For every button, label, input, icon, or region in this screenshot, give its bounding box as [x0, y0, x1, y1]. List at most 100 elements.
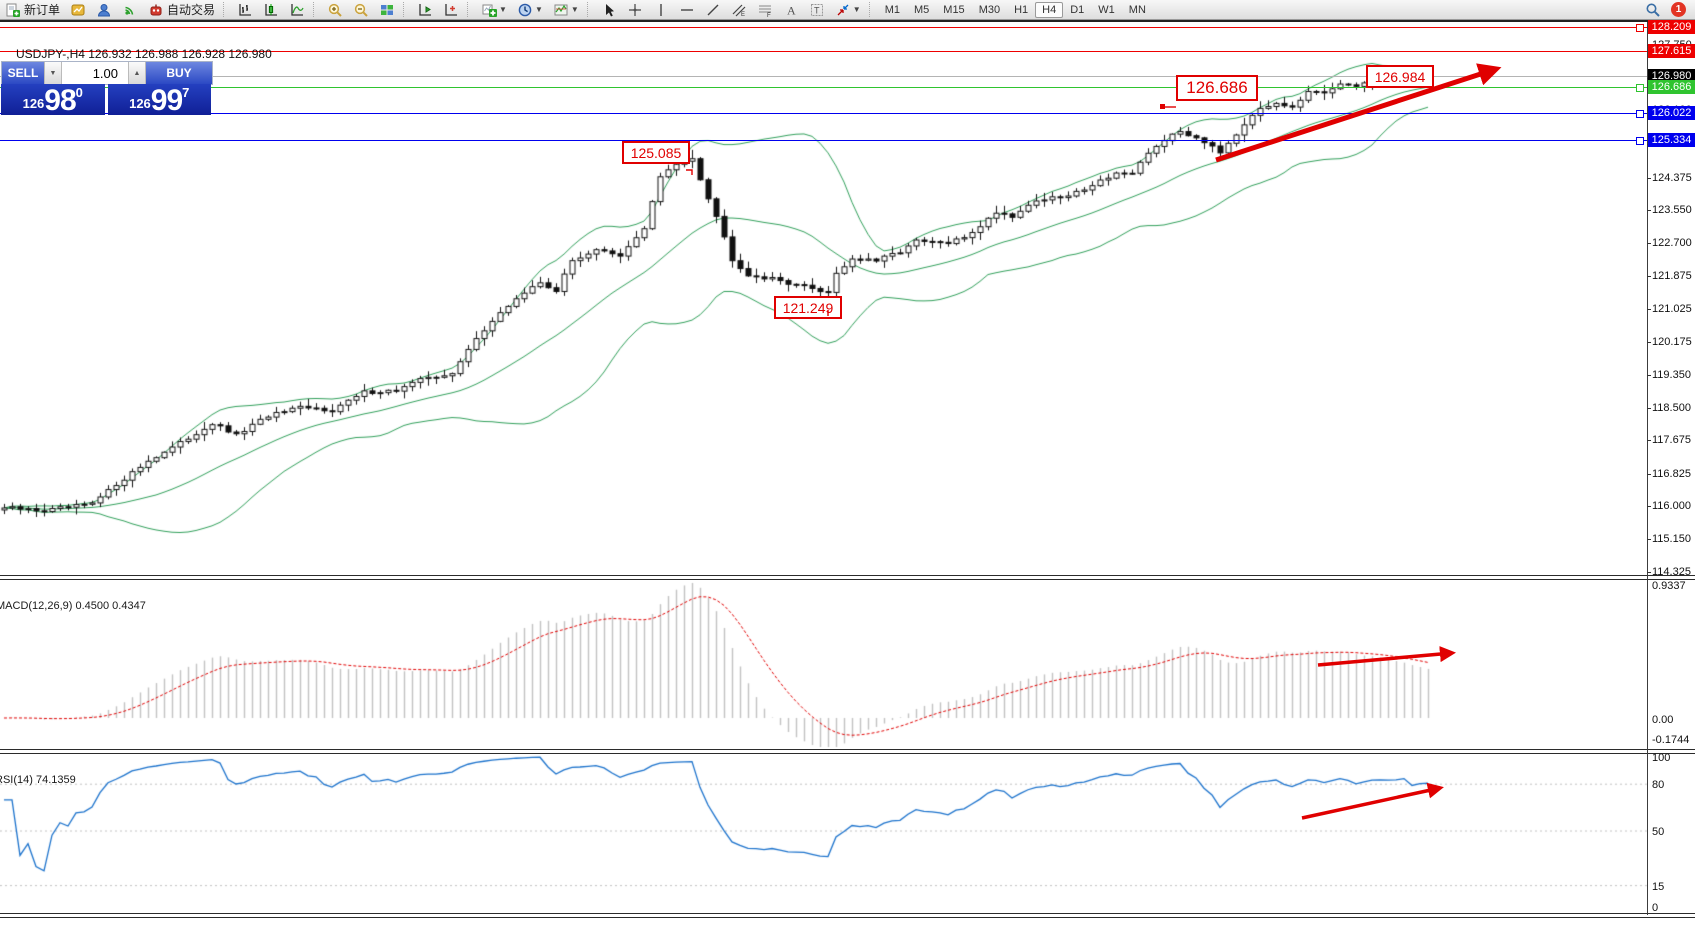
- sell-button[interactable]: SELL: [2, 62, 44, 84]
- indicators-dropdown-icon[interactable]: ▼: [499, 5, 507, 14]
- trendline-icon[interactable]: [701, 0, 725, 19]
- support-line-126686-handle[interactable]: [1636, 84, 1644, 93]
- auto-scroll-icon[interactable]: [413, 0, 437, 19]
- price-tick-label: 121.875: [1652, 269, 1692, 282]
- price-tick-mark: [1647, 177, 1651, 179]
- volume-decrease-button[interactable]: ▼: [44, 62, 62, 84]
- price-tick-mark: [1647, 374, 1651, 376]
- tool-gold-icon[interactable]: [66, 0, 90, 19]
- resistance-line-128209-handle[interactable]: [1636, 24, 1644, 33]
- support-line-125334-label: 125.334: [1648, 133, 1695, 148]
- price-tick-label: 121.025: [1652, 303, 1692, 316]
- pane-separator[interactable]: [0, 749, 1695, 754]
- timeframe-h1-button[interactable]: H1: [1014, 3, 1029, 16]
- toolbar-separator: [868, 2, 875, 17]
- toolbar-separator: [223, 2, 229, 17]
- toolbar: 新订单 自动交易 ▼ ▼ ▼ E F A T ▼ M1 M5 M15 M30 H1 H4 D1 W1 MN 1: [0, 0, 1695, 20]
- zoom-in-icon[interactable]: [323, 0, 347, 19]
- support-line-126022-handle[interactable]: [1636, 110, 1644, 119]
- price-tick-label: 117.675: [1652, 434, 1691, 447]
- line-chart-icon[interactable]: [285, 0, 309, 19]
- svg-text:T: T: [814, 5, 820, 15]
- autotrading-icon[interactable]: 自动交易: [144, 0, 219, 19]
- toolbar-right: 1: [1640, 0, 1691, 19]
- timeframe-m30-button[interactable]: M30: [978, 3, 1001, 16]
- buy-button[interactable]: BUY: [146, 62, 212, 84]
- volume-input[interactable]: 1.00: [62, 62, 128, 84]
- periods-icon[interactable]: ▼: [513, 0, 547, 19]
- timeframe-toolbar: M1 M5 M15 M30 H1 H4 D1 W1 MN: [878, 1, 1153, 18]
- candle-chart-icon[interactable]: [259, 0, 283, 19]
- svg-text:E: E: [741, 12, 745, 18]
- tile-windows-icon[interactable]: [375, 0, 399, 19]
- zoom-out-icon[interactable]: [349, 0, 373, 19]
- chart-shift-icon[interactable]: [439, 0, 463, 19]
- templates-icon[interactable]: ▼: [549, 0, 583, 19]
- rsi-scale-label: 15: [1652, 881, 1665, 893]
- notification-badge: 1: [1671, 2, 1686, 17]
- buy-price-figure: 126: [129, 96, 151, 111]
- vertical-line-icon[interactable]: [649, 0, 673, 19]
- cursor-icon[interactable]: [597, 0, 621, 19]
- fibonacci-icon[interactable]: F: [753, 0, 777, 19]
- resistance-line-127615[interactable]: [0, 50, 1647, 52]
- support-line-126686-label: 126.686: [1648, 80, 1695, 95]
- price-note-126984[interactable]: 126.984: [1366, 65, 1434, 88]
- timeframe-m5-button[interactable]: M5: [914, 3, 930, 16]
- pane-separator[interactable]: [0, 913, 1695, 918]
- pane-separator[interactable]: [0, 575, 1695, 580]
- support-line-126686[interactable]: [0, 87, 1647, 89]
- sell-price[interactable]: 126 98 0: [1, 84, 105, 117]
- price-tick-label: 120.175: [1652, 336, 1692, 349]
- templates-dropdown-icon[interactable]: ▼: [570, 5, 579, 14]
- price-note-126686[interactable]: 126.686: [1176, 75, 1258, 101]
- text-icon[interactable]: A: [779, 0, 803, 19]
- bar-chart-icon[interactable]: [233, 0, 257, 19]
- price-tick-label: 124.375: [1652, 171, 1692, 184]
- price-note-121249[interactable]: 121.249: [774, 296, 842, 319]
- timeframe-w1-button[interactable]: W1: [1098, 3, 1115, 16]
- support-line-125334-handle[interactable]: [1636, 137, 1644, 146]
- timeframe-d1-button[interactable]: D1: [1070, 3, 1085, 16]
- new-order-icon[interactable]: 新订单: [1, 0, 64, 19]
- crosshair-icon[interactable]: [623, 0, 647, 19]
- profiles-icon[interactable]: [92, 0, 116, 19]
- timeframe-m1-button[interactable]: M1: [884, 3, 900, 16]
- support-line-125334[interactable]: [0, 140, 1647, 142]
- indicators-icon[interactable]: ▼: [477, 0, 511, 19]
- price-tick-mark: [1647, 473, 1651, 475]
- rsi-pane-label: RSI(14) 74.1359: [0, 774, 76, 786]
- chart-window: 127.750126.925126.100125.225124.375123.5…: [0, 20, 1695, 935]
- text-label-icon[interactable]: T: [805, 0, 829, 19]
- arrows-icon[interactable]: ▼: [831, 0, 865, 19]
- price-tick-mark: [1647, 571, 1651, 573]
- chart-canvas[interactable]: [0, 22, 1695, 935]
- arrows-dropdown-icon[interactable]: ▼: [852, 5, 861, 14]
- rsi-scale-label: 50: [1652, 826, 1665, 838]
- current-price-line[interactable]: [0, 75, 1647, 77]
- notification-icon[interactable]: 1: [1667, 0, 1690, 19]
- price-tick-label: 115.150: [1652, 533, 1691, 546]
- support-line-126022[interactable]: [0, 113, 1647, 115]
- svg-text:F: F: [767, 13, 771, 18]
- resistance-line-128209[interactable]: [0, 27, 1647, 29]
- buy-price[interactable]: 126 99 7: [107, 84, 211, 116]
- price-tick-label: 118.500: [1652, 402, 1691, 414]
- signals-icon[interactable]: [118, 0, 142, 19]
- sell-price-pips: 98: [44, 84, 76, 117]
- search-icon[interactable]: [1641, 0, 1665, 19]
- svg-text:A: A: [787, 3, 796, 17]
- timeframe-h4-button[interactable]: H4: [1035, 1, 1064, 18]
- one-click-controls: SELL ▼ 1.00 ▲ BUY: [1, 61, 213, 85]
- horizontal-line-icon[interactable]: [675, 0, 699, 19]
- price-tick-label: 122.700: [1652, 237, 1692, 250]
- volume-increase-button[interactable]: ▲: [128, 62, 146, 84]
- periods-dropdown-icon[interactable]: ▼: [534, 5, 543, 14]
- timeframe-m15-button[interactable]: M15: [943, 3, 965, 16]
- channel-icon[interactable]: E: [727, 0, 751, 19]
- timeframe-mn-button[interactable]: MN: [1128, 3, 1146, 16]
- price-tick-label: 123.550: [1652, 204, 1692, 217]
- price-note-125085[interactable]: 125.085: [622, 141, 690, 164]
- support-line-126022-label: 126.022: [1648, 106, 1695, 121]
